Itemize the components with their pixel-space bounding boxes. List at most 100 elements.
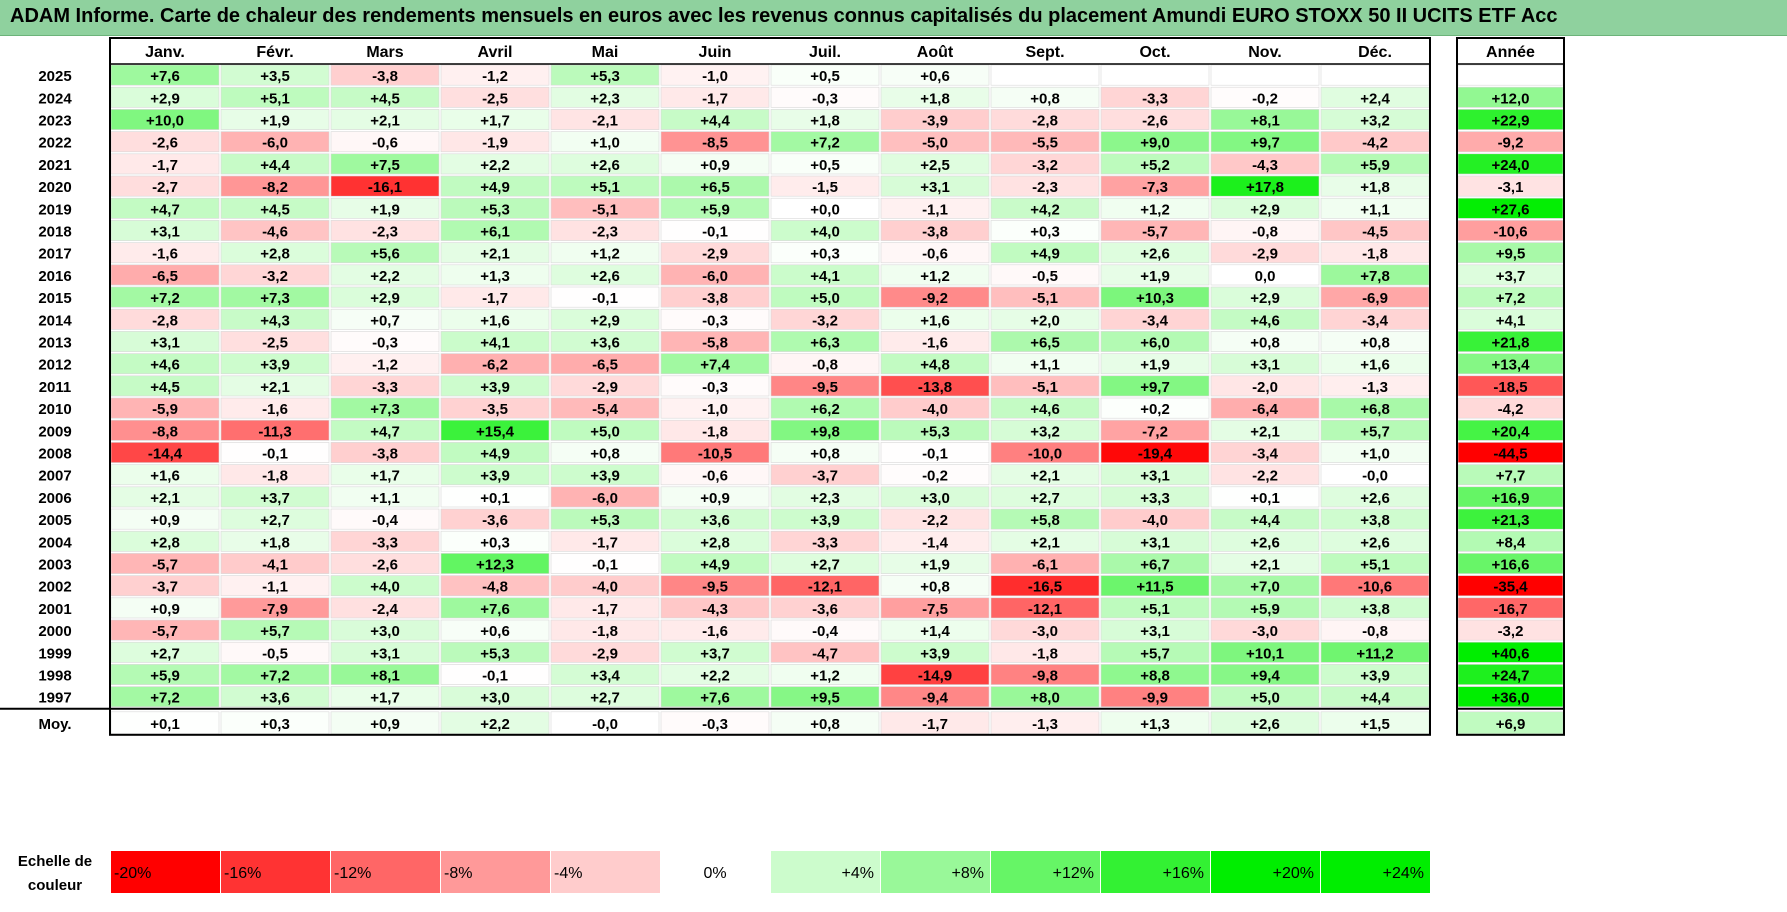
heatmap-cell [440,331,550,352]
cell-value: -1,8 [1362,246,1388,263]
heatmap-cell [660,286,770,308]
heatmap-cell [660,553,770,574]
cell-value: -1,2 [482,68,508,85]
cell-value: -2,9 [592,379,618,396]
cell-value: +7,2 [150,290,180,307]
cell-value: +2,9 [1250,290,1280,307]
cell-value: +4,4 [1250,512,1280,529]
cell-value: +7,2 [260,668,290,685]
cell-value: -5,0 [922,135,948,152]
heatmap-cell [770,553,880,574]
cell-value: -1,8 [702,423,728,440]
heatmap-cell [220,353,330,375]
heatmap-cell [1210,641,1320,663]
average-value: +0,1 [150,716,180,733]
heatmap-cell [440,109,550,130]
heatmap-cell [330,264,440,286]
cell-value: +0,9 [150,601,180,618]
cell-value: -2,1 [592,113,618,130]
cell-value: +1,6 [1360,357,1390,374]
cell-value: -3,5 [482,401,508,418]
heatmap-cell [550,220,660,241]
heatmap-cell [220,175,330,197]
cell-value: +3,1 [920,179,950,196]
heatmap-cell [1100,575,1210,597]
scale-swatch [661,851,770,893]
cell-value: -3,7 [152,579,178,596]
cell-value: +2,2 [480,157,510,174]
heatmap-cell [770,242,880,264]
scale-swatch [881,851,990,893]
month-header: Avril [478,44,513,61]
heatmap-cell [770,220,880,241]
heatmap-cell [220,553,330,574]
cell-value: +1,1 [370,490,400,507]
cell-value: +3,1 [370,645,400,662]
heatmap-cell [330,331,440,352]
heatmap-cell [220,686,330,708]
heatmap-cell [1100,86,1210,108]
year-total-value: +21,3 [1492,512,1530,529]
cell-value: +1,2 [1140,201,1170,218]
cell-value: +4,5 [150,379,180,396]
cell-value: -13,8 [918,379,952,396]
cell-value: +2,6 [590,157,620,174]
heatmap-cell [440,553,550,574]
heatmap-cell [660,153,770,175]
cell-value: +3,9 [260,357,290,374]
cell-value: +1,2 [590,246,620,263]
cell-value: -0,3 [702,312,728,329]
cell-value: -1,1 [262,579,288,596]
heatmap-cell [440,175,550,197]
year-total-cell [1457,64,1564,86]
cell-value: +3,9 [810,512,840,529]
heatmap-cell [1210,397,1320,419]
heatmap-cell [440,619,550,641]
cell-value: -1,0 [702,401,728,418]
cell-value: +1,7 [370,690,400,707]
cell-value: +4,9 [1030,246,1060,263]
heatmap-cell [440,64,550,86]
cell-value: +4,6 [1030,401,1060,418]
cell-value: +7,8 [1360,268,1390,285]
heatmap-cell [330,486,440,508]
cell-value: +2,6 [590,268,620,285]
cell-value: +5,9 [1250,601,1280,618]
heatmap-cell [990,153,1100,175]
cell-value: -2,9 [1252,246,1278,263]
cell-value: +8,0 [1030,690,1060,707]
average-value: +0,9 [370,716,400,733]
heatmap-cell [1100,508,1210,530]
heatmap-cell [880,220,990,241]
scale-stop-label: -16% [224,865,261,882]
heatmap-cell [330,508,440,530]
heatmap-cell [660,597,770,619]
cell-value: +0,5 [810,68,840,85]
row-year-label: 1998 [38,668,71,685]
cell-value: +5,2 [1140,157,1170,174]
cell-value: -4,5 [1362,224,1388,241]
heatmap-cell [660,109,770,130]
cell-value: +5,1 [1360,557,1390,574]
cell-value: +9,0 [1140,135,1170,152]
cell-value: -2,0 [1252,379,1278,396]
heatmap-cell [330,308,440,330]
cell-value: +4,4 [260,157,290,174]
cell-value: -9,5 [702,579,728,596]
heatmap-cell [1100,175,1210,197]
heatmap-cell [770,264,880,286]
heatmap-cell [990,530,1100,552]
cell-value: +1,9 [1140,357,1170,374]
heatmap-cell [550,442,660,463]
heatmap-cell [1210,686,1320,708]
cell-value: +10,1 [1246,645,1284,662]
cell-value: -2,8 [152,312,178,329]
cell-value: -7,5 [922,601,948,618]
scale-swatch [441,851,550,893]
heatmap-cell [770,464,880,486]
cell-value: +4,0 [810,224,840,241]
heatmap-cell [660,397,770,419]
month-header: Janv. [145,44,185,61]
cell-value: +0,8 [810,446,840,463]
cell-value: +1,2 [810,668,840,685]
